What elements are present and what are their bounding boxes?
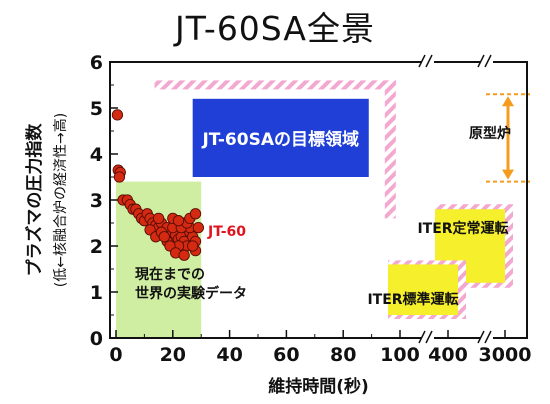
y-tick-label: 2 (90, 236, 103, 258)
jt60-data-point (111, 109, 124, 121)
reactor-arrow-head-up (502, 96, 514, 107)
x-tick-label: 100 (380, 344, 420, 366)
jt60-data-point (152, 212, 165, 225)
target-region-box (192, 98, 369, 177)
jt60-data-point (189, 208, 202, 220)
jt60-data-point (158, 231, 170, 243)
axis-break-mark (477, 54, 485, 68)
jt60-series-label: JT-60 (207, 224, 246, 240)
page-title: JT-60SA全景 (175, 9, 375, 48)
jt60-data-point (113, 171, 126, 183)
reactor-label: 原型炉 (469, 125, 511, 142)
y-axis-title: プラズマの圧力指数 (24, 123, 45, 277)
jt60-data-point (187, 240, 199, 252)
axis-break-mark (418, 54, 426, 68)
axis-break-mark (484, 330, 492, 344)
jt60-data-point (178, 249, 190, 261)
axis-break-mark (425, 330, 433, 344)
experiment-data-label-line: 世界の実験データ (135, 285, 247, 302)
target-region-label: JT-60SAの目標領域 (201, 129, 359, 150)
iter-standard-label: ITER標準運転 (367, 291, 458, 308)
x-tick-label: 400 (428, 344, 468, 366)
jt60-data-point (172, 215, 185, 227)
x-tick-label: 40 (216, 344, 242, 366)
y-tick-label: 1 (90, 282, 103, 304)
y-tick-label: 3 (90, 190, 103, 212)
axis-break-mark (477, 330, 485, 344)
axis-break-mark (418, 330, 426, 344)
experiment-data-label-line: 現在までの (135, 266, 205, 283)
y-tick-label: 0 (90, 328, 103, 350)
jt60-data-point (192, 221, 205, 234)
iter-standard-region (388, 264, 458, 315)
axis-break-mark (425, 54, 433, 68)
y-tick-label: 6 (90, 52, 103, 74)
axis-break-mark (484, 54, 492, 68)
reactor-arrow-head-down (502, 169, 514, 180)
x-tick-label: 3000 (479, 344, 532, 366)
target-hatch-top (154, 80, 396, 90)
x-axis-title: 維持時間(秒) (268, 376, 369, 397)
x-tick-label: 60 (273, 344, 299, 366)
y-tick-label: 4 (90, 144, 103, 166)
iter-steady-label: ITER定常運転 (417, 220, 508, 237)
x-tick-label: 0 (109, 344, 122, 366)
x-tick-label: 80 (330, 344, 356, 366)
y-axis-subtitle: (低←核融合炉の経済性→高) (52, 113, 69, 287)
y-tick-label: 5 (90, 98, 103, 120)
x-tick-label: 20 (160, 344, 186, 366)
experiment-data-label: 現在までの世界の実験データ (135, 266, 247, 302)
target-hatch-right (384, 80, 396, 219)
